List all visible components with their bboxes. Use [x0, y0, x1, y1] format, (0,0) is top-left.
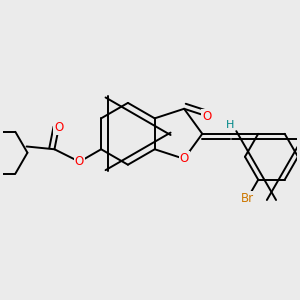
Text: O: O: [54, 121, 63, 134]
Text: O: O: [202, 110, 212, 123]
Text: O: O: [179, 152, 189, 165]
Text: H: H: [226, 120, 234, 130]
Text: O: O: [75, 155, 84, 168]
Text: Br: Br: [241, 192, 254, 205]
